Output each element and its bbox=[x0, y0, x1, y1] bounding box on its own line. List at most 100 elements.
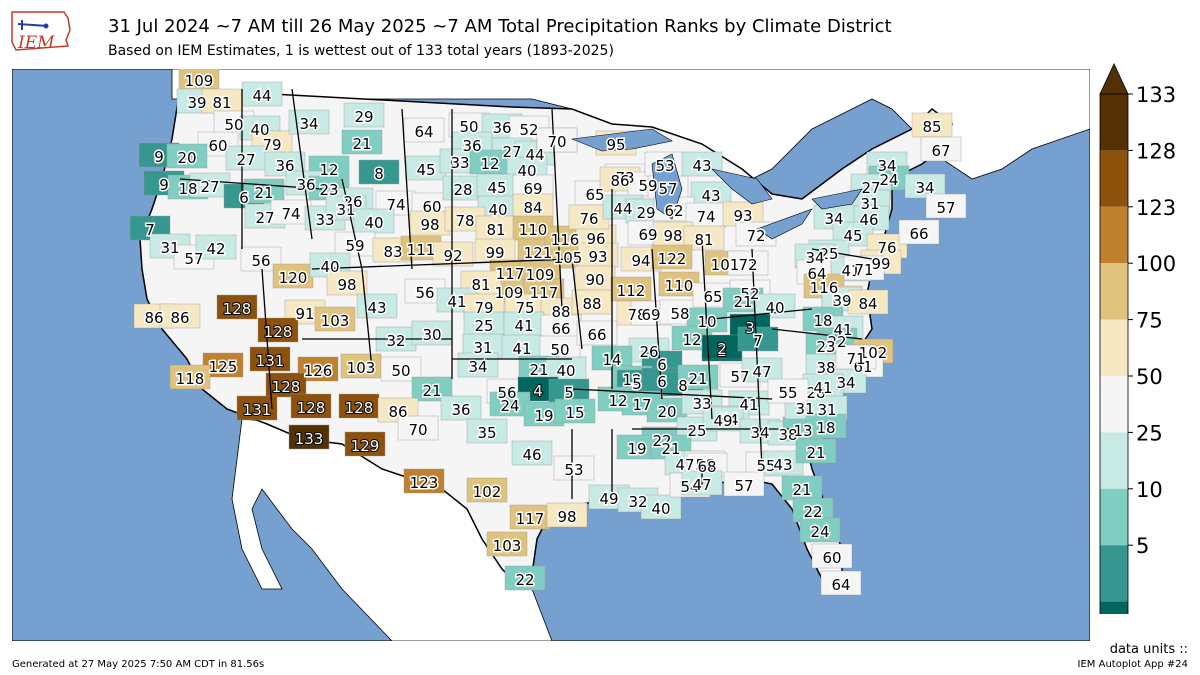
district-fill bbox=[343, 102, 385, 128]
district-rank-label: 62 bbox=[664, 202, 683, 220]
district-rank-label: 47 bbox=[692, 476, 711, 494]
district-rank-label: 43 bbox=[773, 456, 792, 474]
district-rank-label: 64 bbox=[831, 576, 850, 594]
district-rank-label: 40 bbox=[488, 201, 507, 219]
district-rank-label: 18 bbox=[178, 180, 197, 198]
district-fill bbox=[835, 344, 877, 370]
district-rank-label: 131 bbox=[243, 401, 272, 419]
district-rank-label: 128 bbox=[272, 378, 301, 396]
district-rank-label: 24 bbox=[810, 523, 829, 541]
district-rank-label: 69 bbox=[523, 180, 542, 198]
district-rank-label: 98 bbox=[663, 227, 682, 245]
district-rank-label: 64 bbox=[807, 265, 826, 283]
district-fill bbox=[201, 88, 243, 114]
state-border bbox=[571, 258, 583, 350]
district-rank-label: 18 bbox=[816, 419, 835, 437]
district-rank-label: 128 bbox=[223, 300, 252, 318]
district-fill bbox=[781, 475, 823, 501]
district-fill bbox=[216, 294, 258, 320]
district-rank-label: 5 bbox=[564, 384, 574, 402]
district-fill bbox=[847, 289, 889, 315]
district-rank-label: 35 bbox=[477, 424, 496, 442]
district-rank-label: 78 bbox=[627, 306, 646, 324]
district-rank-label: 73 bbox=[615, 169, 634, 187]
district-rank-label: 60 bbox=[422, 198, 441, 216]
district-fill bbox=[554, 398, 596, 424]
district-rank-label: 103 bbox=[347, 359, 376, 377]
district-rank-label: 5 bbox=[632, 375, 642, 393]
district-rank-label: 57 bbox=[184, 250, 203, 268]
district-rank-label: 75 bbox=[515, 299, 534, 317]
district-rank-label: 27 bbox=[200, 178, 219, 196]
district-rank-label: 40 bbox=[651, 500, 670, 518]
district-rank-label: 40 bbox=[250, 121, 269, 139]
district-fill bbox=[265, 372, 307, 398]
district-rank-label: 122 bbox=[658, 250, 687, 268]
state-border bbox=[361, 268, 373, 370]
district-fill bbox=[466, 418, 508, 444]
district-rank-label: 41 bbox=[739, 396, 758, 414]
district-rank-label: 99 bbox=[871, 255, 890, 273]
district-fill bbox=[236, 395, 278, 421]
district-rank-label: 84 bbox=[858, 295, 877, 313]
district-rank-label: 79 bbox=[262, 136, 281, 154]
district-fill bbox=[166, 143, 208, 169]
district-rank-label: 74 bbox=[696, 208, 715, 226]
district-rank-label: 13 bbox=[793, 422, 812, 440]
district-fill bbox=[640, 494, 682, 520]
district-rank-label: 105 bbox=[554, 249, 583, 267]
district-rank-label: 110 bbox=[519, 221, 548, 239]
district-rank-label: 55 bbox=[756, 457, 775, 475]
district-rank-label: 41 bbox=[512, 340, 531, 358]
district-fill bbox=[805, 413, 847, 439]
district-fill bbox=[397, 415, 439, 441]
state-border bbox=[651, 248, 663, 400]
district-fill bbox=[340, 353, 382, 379]
colorbar: 1331281231007550251051 bbox=[1099, 63, 1176, 671]
colorbar-tick-label: 5 bbox=[1136, 534, 1149, 558]
district-rank-label: 70 bbox=[408, 421, 427, 439]
district-fill bbox=[463, 311, 505, 337]
colorbar-tick-label: 128 bbox=[1136, 139, 1176, 163]
district-rank-label: 33 bbox=[692, 395, 711, 413]
district-fill bbox=[169, 364, 211, 390]
district-rank-label: 31 bbox=[795, 400, 814, 418]
district-rank-label: 36 bbox=[451, 401, 470, 419]
district-fill bbox=[489, 391, 531, 417]
district-rank-label: 66 bbox=[909, 225, 928, 243]
district-fill bbox=[702, 406, 744, 432]
district-rank-label: 34 bbox=[750, 424, 769, 442]
district-rank-label: 9 bbox=[159, 176, 169, 194]
district-rank-label: 31 bbox=[160, 239, 179, 257]
district-rank-label: 57 bbox=[936, 199, 955, 217]
district-rank-label: 32 bbox=[628, 493, 647, 511]
district-rank-label: 40 bbox=[364, 214, 383, 232]
district-rank-label: 31 bbox=[336, 201, 355, 219]
district-rank-label: 128 bbox=[264, 323, 293, 341]
district-rank-label: 8 bbox=[678, 377, 688, 395]
district-fill bbox=[353, 208, 395, 234]
district-rank-label: 22 bbox=[515, 571, 534, 589]
district-fill bbox=[820, 570, 862, 596]
colorbar-legend: 1331281231007550251051 bbox=[1098, 62, 1200, 671]
district-rank-label: 95 bbox=[606, 136, 625, 154]
colorbar-segment bbox=[1100, 94, 1128, 151]
district-fill bbox=[925, 193, 967, 219]
district-rank-label: 83 bbox=[383, 243, 402, 261]
colorbar-tick-label: 50 bbox=[1136, 365, 1163, 389]
district-fill bbox=[314, 306, 356, 332]
district-fill bbox=[501, 334, 543, 360]
district-rank-label: 109 bbox=[185, 72, 214, 90]
district-rank-label: 7 bbox=[145, 221, 155, 239]
district-rank-label: 133 bbox=[295, 430, 324, 448]
district-rank-label: 44 bbox=[613, 200, 632, 218]
district-rank-label: 21 bbox=[688, 370, 707, 388]
district-fill bbox=[405, 155, 447, 181]
district-fill bbox=[767, 378, 809, 404]
district-rank-label: 96 bbox=[586, 230, 605, 248]
colorbar-tick-label: 25 bbox=[1136, 421, 1163, 445]
district-rank-label: 30 bbox=[422, 326, 441, 344]
district-rank-label: 102 bbox=[473, 483, 502, 501]
district-rank-label: 103 bbox=[493, 537, 522, 555]
district-fill bbox=[802, 373, 844, 399]
